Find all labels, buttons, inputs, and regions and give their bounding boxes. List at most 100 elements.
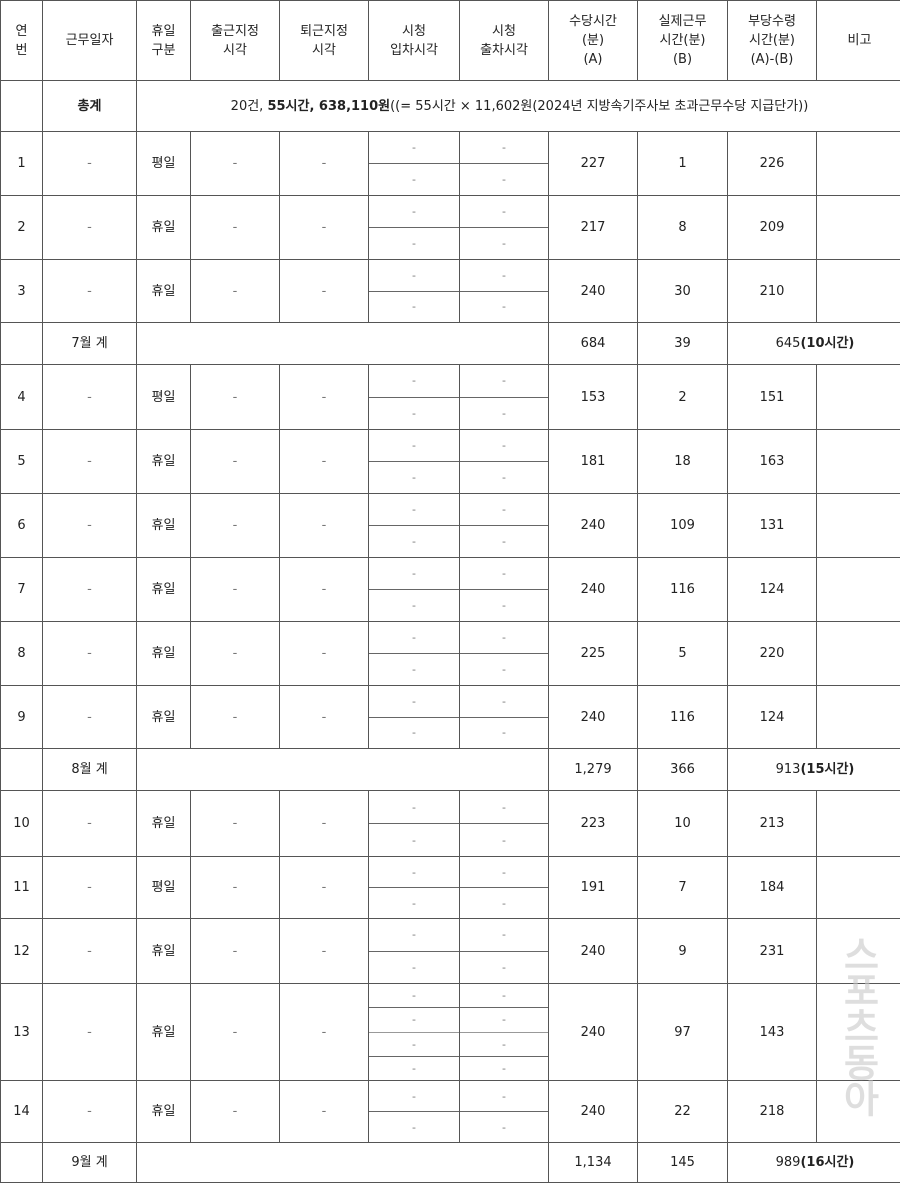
remarks [817,857,900,919]
entry-time: - [369,558,460,590]
exit-time: - [460,590,549,622]
subtotal-label: 8월 계 [43,749,137,791]
designated-end: - [280,430,369,494]
allowance-minutes: 240 [549,686,638,749]
improper-minutes: 231 [728,919,817,984]
total-label: 총계 [43,81,137,132]
work-date: - [43,196,137,260]
improper-minutes: 226 [728,132,817,196]
improper-minutes: 218 [728,1081,817,1143]
work-date: - [43,1081,137,1143]
subtotal-blank [1,323,43,365]
allowance-minutes: 181 [549,430,638,494]
subtotal-improper-minutes: 913 [776,762,801,777]
entry-time: - [369,228,460,260]
holiday-type: 휴일 [137,919,191,984]
entry-time: - [369,494,460,526]
exit-time: - [460,654,549,686]
subtotal-actual: 39 [638,323,728,365]
exit-time: - [460,1056,549,1080]
row-number: 6 [1,494,43,558]
row-number: 8 [1,622,43,686]
actual-minutes: 116 [638,558,728,622]
subtotal-improper: 913(15시간) [728,749,900,791]
exit-time: - [460,857,549,888]
column-header: 시청 입차시각 [369,1,460,81]
subtotal-improper: 989(16시간) [728,1143,900,1183]
designated-start: - [191,430,280,494]
exit-time: - [460,919,549,952]
remarks [817,1081,900,1143]
row-number: 12 [1,919,43,984]
work-date: - [43,430,137,494]
column-header: 수당시간 (분) (A) [549,1,638,81]
designated-start: - [191,857,280,919]
total-row: 총계 20건, 55시간, 638,110원((= 55시간 × 11,602원… [1,81,900,132]
remarks [817,686,900,749]
entry-time: - [369,857,460,888]
exit-time: - [460,1032,549,1056]
subtotal-allowance: 684 [549,323,638,365]
improper-minutes: 213 [728,791,817,857]
allowance-minutes: 240 [549,558,638,622]
entry-time: - [369,1056,460,1080]
actual-minutes: 97 [638,984,728,1081]
holiday-type: 휴일 [137,622,191,686]
exit-time: - [460,494,549,526]
designated-start: - [191,919,280,984]
exit-time: - [460,1008,549,1032]
actual-minutes: 5 [638,622,728,686]
work-date: - [43,558,137,622]
actual-minutes: 30 [638,260,728,323]
work-date: - [43,857,137,919]
holiday-type: 휴일 [137,196,191,260]
work-date: - [43,919,137,984]
exit-time: - [460,164,549,196]
designated-start: - [191,260,280,323]
designated-end: - [280,622,369,686]
designated-end: - [280,857,369,919]
entry-time: - [369,686,460,718]
entry-time: - [369,196,460,228]
allowance-minutes: 240 [549,1081,638,1143]
actual-minutes: 1 [638,132,728,196]
work-date: - [43,132,137,196]
designated-start: - [191,558,280,622]
exit-time: - [460,196,549,228]
row-number: 1 [1,132,43,196]
allowance-minutes: 240 [549,494,638,558]
improper-minutes: 124 [728,686,817,749]
subtotal-improper-hours: (15시간) [800,762,854,777]
improper-minutes: 151 [728,365,817,430]
entry-time: - [369,164,460,196]
remarks [817,365,900,430]
designated-start: - [191,1081,280,1143]
work-date: - [43,494,137,558]
exit-time: - [460,291,549,323]
subtotal-label: 9월 계 [43,1143,137,1183]
exit-time: - [460,1112,549,1143]
actual-minutes: 18 [638,430,728,494]
entry-time: - [369,824,460,857]
designated-end: - [280,365,369,430]
column-header: 근무일자 [43,1,137,81]
subtotal-improper-hours: (16시간) [800,1155,854,1170]
allowance-minutes: 223 [549,791,638,857]
allowance-minutes: 191 [549,857,638,919]
row-number: 5 [1,430,43,494]
row-number: 4 [1,365,43,430]
row-number: 2 [1,196,43,260]
designated-start: - [191,132,280,196]
improper-minutes: 210 [728,260,817,323]
total-text: 20건, 55시간, 638,110원((= 55시간 × 11,602원(20… [137,81,900,132]
designated-end: - [280,686,369,749]
